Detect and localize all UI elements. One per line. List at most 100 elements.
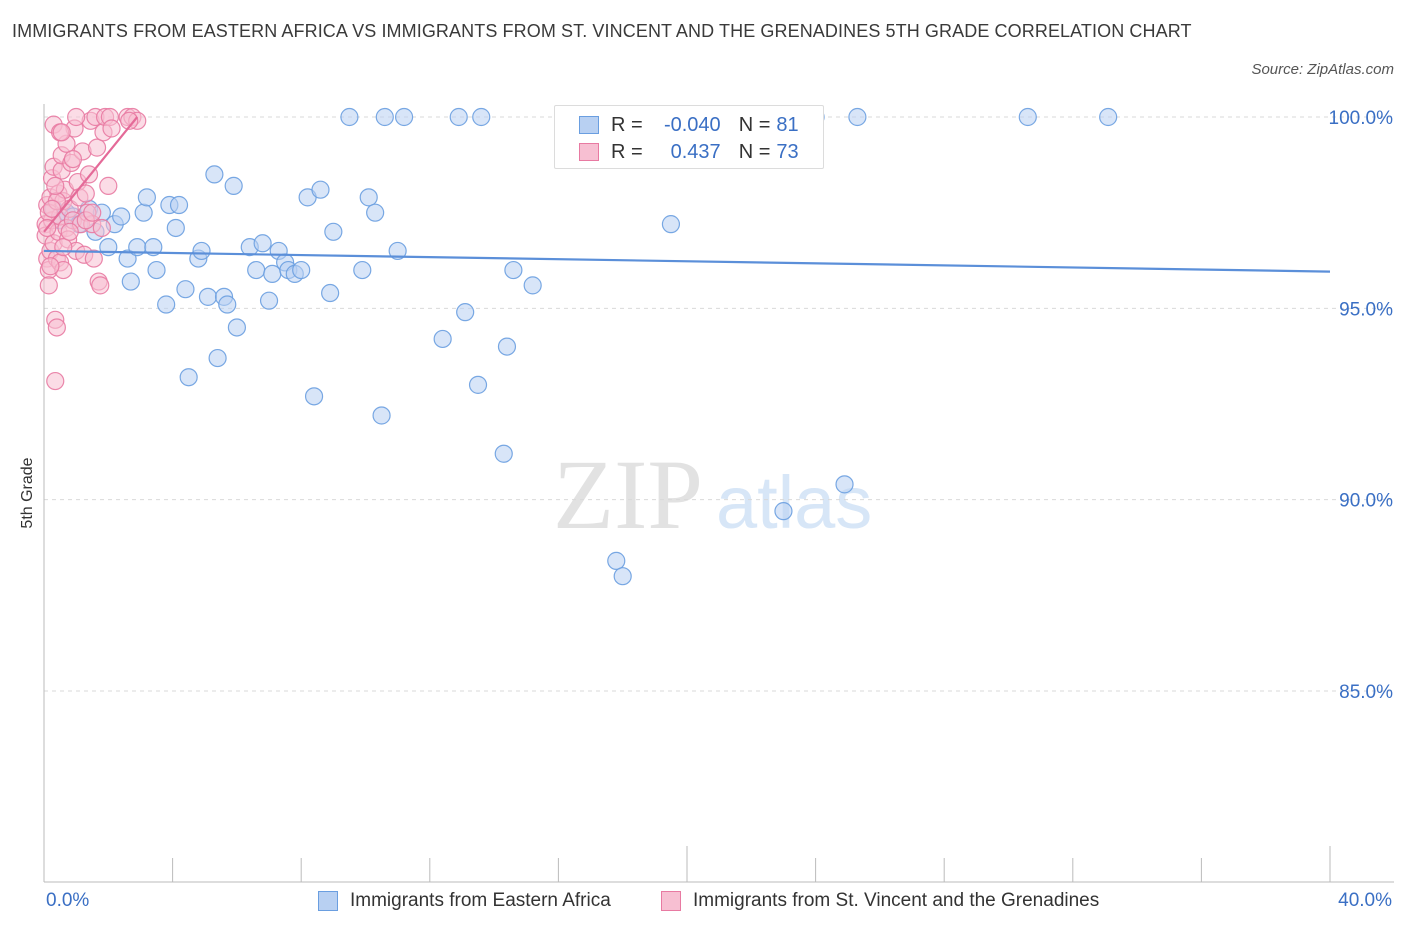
- point-st-vincent: [67, 107, 86, 127]
- point-eastern-africa: [607, 551, 626, 570]
- point-st-vincent: [83, 203, 102, 222]
- legend-row-eastern-africa: R = -0.040 N = 81: [579, 113, 799, 137]
- point-st-vincent: [120, 111, 139, 130]
- point-eastern-africa: [366, 203, 385, 222]
- point-eastern-africa: [176, 280, 195, 299]
- bottom-legend-st-vincent: Immigrants from St. Vincent and the Gren…: [661, 888, 1099, 914]
- point-eastern-africa: [456, 303, 475, 322]
- point-eastern-africa: [613, 567, 632, 586]
- point-eastern-africa: [504, 260, 523, 280]
- point-eastern-africa: [353, 260, 372, 280]
- point-eastern-africa: [218, 295, 237, 314]
- point-st-vincent: [46, 176, 65, 195]
- point-st-vincent: [102, 119, 121, 138]
- y-tick-label: 85.0%: [1339, 682, 1393, 703]
- point-eastern-africa: [388, 241, 407, 261]
- point-eastern-africa: [433, 329, 452, 349]
- bottom-legend-label: Immigrants from St. Vincent and the Gren…: [693, 890, 1100, 911]
- point-eastern-africa: [321, 283, 340, 303]
- y-tick-label: 100.0%: [1329, 108, 1394, 129]
- point-eastern-africa: [224, 176, 243, 195]
- point-st-vincent: [46, 371, 65, 391]
- point-st-vincent: [60, 222, 79, 241]
- trend-line-st-vincent: [43, 116, 139, 233]
- chart-title: IMMIGRANTS FROM EASTERN AFRICA VS IMMIGR…: [12, 21, 1192, 41]
- point-eastern-africa: [292, 260, 311, 280]
- point-eastern-africa: [774, 502, 793, 521]
- source-label: Source: ZipAtlas.com: [1251, 61, 1394, 78]
- point-eastern-africa: [523, 276, 542, 295]
- point-eastern-africa: [394, 107, 414, 127]
- trend-lines: [43, 116, 1331, 273]
- point-eastern-africa: [1018, 107, 1037, 127]
- point-eastern-africa: [144, 238, 163, 257]
- point-eastern-africa: [179, 368, 198, 387]
- grid-lines: [44, 116, 1394, 692]
- point-eastern-africa: [304, 387, 324, 406]
- legend-row-st-vincent: R = 0.437 N = 73: [579, 140, 799, 164]
- correlation-legend: R = -0.040 N = 81 R = 0.437 N = 73: [554, 105, 824, 169]
- point-eastern-africa: [112, 207, 131, 226]
- watermark-zip: ZIP: [553, 439, 703, 550]
- y-tick-label: 90.0%: [1339, 491, 1393, 512]
- point-eastern-africa: [147, 260, 166, 280]
- point-eastern-africa: [166, 218, 185, 238]
- point-eastern-africa: [324, 222, 343, 241]
- point-eastern-africa: [198, 287, 218, 306]
- point-eastern-africa: [137, 188, 156, 207]
- bottom-legend-label: Immigrants from Eastern Africa: [350, 890, 611, 911]
- point-st-vincent: [42, 199, 62, 218]
- point-st-vincent: [92, 218, 111, 238]
- point-eastern-africa: [192, 241, 211, 261]
- y-tick-labels: 85.0% 90.0% 95.0% 100.0%: [1329, 108, 1394, 703]
- point-st-vincent: [52, 123, 71, 142]
- bottom-legend-swatch-blue: [318, 891, 338, 911]
- point-eastern-africa: [121, 272, 140, 291]
- point-st-vincent: [47, 318, 66, 337]
- legend-n-value: 81: [776, 113, 799, 136]
- point-eastern-africa: [661, 215, 681, 234]
- point-eastern-africa: [134, 203, 153, 222]
- point-st-vincent: [87, 138, 107, 157]
- point-eastern-africa: [848, 107, 867, 127]
- trend-line-eastern-africa: [43, 249, 1331, 273]
- bottom-legend-swatch-pink: [661, 891, 681, 911]
- legend-r-value: 0.437: [670, 140, 721, 163]
- point-eastern-africa: [311, 180, 330, 199]
- point-st-vincent: [84, 249, 103, 268]
- legend-r-label: R =: [611, 140, 643, 163]
- point-eastern-africa: [449, 107, 468, 127]
- point-eastern-africa: [372, 406, 391, 425]
- point-st-vincent: [76, 184, 95, 203]
- legend-swatch-blue: [579, 116, 599, 134]
- point-eastern-africa: [1099, 107, 1118, 127]
- legend-n-label: N =: [738, 140, 771, 163]
- point-eastern-africa: [253, 234, 272, 253]
- legend-r-label: R =: [611, 113, 643, 136]
- point-eastern-africa: [259, 291, 279, 310]
- x-tick-max: 40.0%: [1338, 890, 1392, 911]
- point-eastern-africa: [472, 107, 491, 127]
- point-eastern-africa: [375, 107, 394, 127]
- legend-n-label: N =: [738, 113, 771, 136]
- y-tick-label: 95.0%: [1339, 299, 1393, 320]
- point-eastern-africa: [497, 337, 517, 356]
- x-tick-min: 0.0%: [46, 890, 90, 911]
- point-st-vincent: [41, 257, 60, 276]
- point-eastern-africa: [208, 348, 227, 368]
- point-eastern-africa: [157, 295, 176, 314]
- point-eastern-africa: [494, 444, 513, 463]
- point-st-vincent: [99, 176, 118, 195]
- y-axis-label: 5th Grade: [19, 457, 36, 529]
- point-eastern-africa: [247, 260, 266, 280]
- point-st-vincent: [39, 276, 58, 295]
- legend-swatch-pink: [579, 143, 599, 161]
- point-eastern-africa: [169, 195, 189, 215]
- point-eastern-africa: [340, 107, 359, 127]
- legend-r-value: -0.040: [663, 113, 721, 136]
- watermark: ZIP atlas: [553, 439, 872, 550]
- point-eastern-africa: [205, 165, 224, 184]
- point-st-vincent: [54, 238, 73, 257]
- point-st-vincent: [91, 276, 110, 295]
